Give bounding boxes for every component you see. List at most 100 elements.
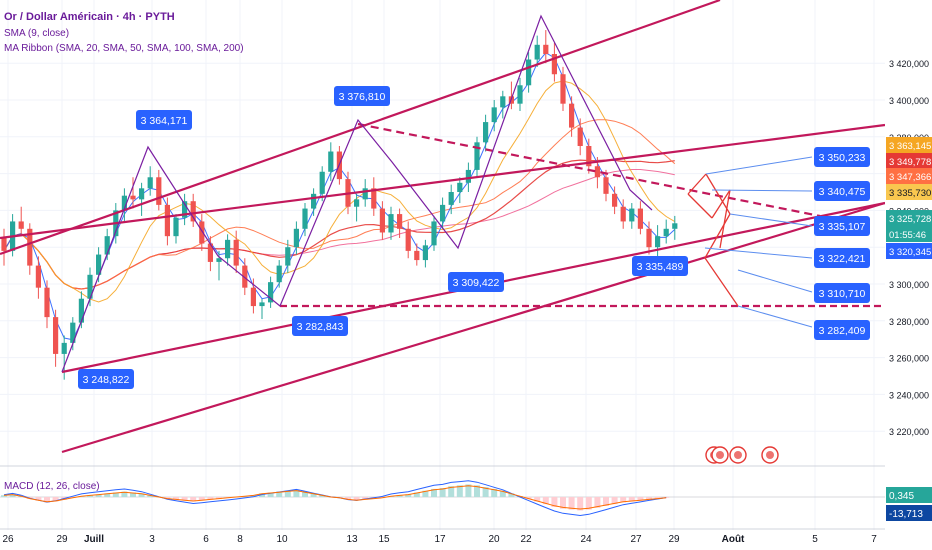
price-tick-label: 3 300,000 — [889, 280, 929, 290]
price-callout: 3 364,171 — [136, 110, 192, 130]
price-callout: 3 309,422 — [448, 272, 504, 292]
candle-body — [620, 206, 626, 222]
macd-legend[interactable]: MACD (12, 26, close) — [4, 481, 100, 492]
candle-body — [164, 204, 170, 237]
price-axis[interactable]: 3 220,000 3 240,000 3 260,000 3 280,000 3 30… — [885, 0, 932, 550]
macd-histogram-bar — [250, 495, 257, 497]
symbol-title: Or / Dollar Américain · 4h · PYTH — [4, 11, 175, 23]
candle-body — [491, 107, 497, 123]
time-axis[interactable]: 26 29 Juill 3 6 8 10 13 15 17 20 22 24 27 29 Août 5 7 — [0, 528, 885, 545]
macd-histogram-bar — [413, 492, 420, 497]
time-tick-label: 13 — [346, 534, 358, 545]
macd-histogram-bar — [198, 497, 205, 501]
callout-box — [814, 248, 870, 268]
time-tick-label: 26 — [2, 534, 14, 545]
candles[interactable] — [1, 30, 678, 380]
candle-body — [87, 274, 93, 299]
macd-histogram-bar — [35, 497, 42, 501]
candle-body — [268, 282, 274, 303]
price-tag-label: 01:55:46 — [889, 230, 926, 241]
candle-body — [242, 265, 248, 288]
callout-label: 3 322,421 — [819, 253, 866, 265]
time-tick-label: 6 — [203, 534, 209, 545]
grid — [0, 0, 885, 530]
candle-body — [422, 245, 428, 261]
candle-body — [276, 265, 282, 283]
candle-body — [182, 201, 188, 218]
projection-path — [704, 213, 731, 259]
macd-histogram-bar — [422, 490, 429, 497]
callout-label: 3 282,843 — [297, 321, 344, 333]
macd-histogram-bar — [542, 497, 549, 505]
macd-histogram-bar — [276, 491, 283, 497]
callout-box — [814, 181, 870, 201]
callout-label: 3 309,422 — [453, 277, 500, 289]
candle-body — [1, 238, 7, 251]
candle-body — [44, 287, 50, 318]
callout-box — [78, 369, 134, 389]
callout-box — [814, 320, 870, 340]
macd-histogram-bar — [353, 497, 360, 501]
macd-histogram-bar — [396, 495, 403, 497]
price-callout: 3 310,710 — [814, 283, 870, 303]
macd-histogram-bar — [181, 497, 188, 501]
macd-histogram-bar — [345, 497, 351, 500]
time-tick-label: 7 — [871, 534, 877, 545]
macd-histogram-bar — [362, 497, 369, 500]
event-markers[interactable] — [705, 446, 779, 464]
candle-body — [61, 342, 67, 354]
macd-histogram-bar — [603, 497, 609, 506]
price-tag-label: 3 335,730 — [889, 188, 931, 199]
callout-label: 3 376,810 — [339, 91, 386, 103]
macd-histogram-bar — [534, 497, 541, 502]
time-tick-label: Août — [722, 534, 745, 545]
macd-histogram-bar — [637, 497, 644, 501]
candle-body — [96, 254, 102, 275]
macd-histogram-bar — [585, 497, 592, 510]
candle-body — [293, 228, 299, 248]
macd-histogram-bar — [130, 492, 136, 497]
macd-histogram-bar — [173, 497, 179, 500]
price-callout: 3 282,843 — [292, 316, 348, 336]
candle-body — [354, 199, 360, 207]
projection-path — [711, 189, 731, 219]
price-tag-label: 3 347,366 — [889, 172, 931, 183]
candle-body — [431, 221, 437, 246]
projection-path — [704, 257, 739, 307]
candle-body — [225, 239, 231, 259]
candle-body — [465, 169, 471, 183]
macd-histogram-bar — [259, 493, 265, 497]
callout-box — [632, 256, 688, 276]
candle-body — [35, 265, 41, 288]
macd-histogram-bar — [594, 497, 601, 508]
price-callout: 3 340,475 — [814, 181, 870, 201]
macd-histogram-bar — [611, 497, 618, 505]
ribbon-legend[interactable]: MA Ribbon (SMA, 20, SMA, 50, SMA, 100, S… — [4, 43, 244, 54]
macd-histogram-bar — [52, 497, 59, 502]
price-callout: 3 282,409 — [814, 320, 870, 340]
callout-label: 3 364,171 — [141, 115, 188, 127]
time-tick-label: 29 — [56, 534, 68, 545]
macd-histogram-bar — [310, 493, 317, 497]
price-tick-label: 3 260,000 — [889, 354, 929, 364]
sma-legend[interactable]: SMA (9, close) — [4, 28, 69, 39]
candle-body — [70, 322, 76, 343]
macd-histogram-bar — [646, 497, 652, 500]
candle-body — [233, 239, 239, 266]
price-tag — [886, 137, 932, 153]
candle-body — [250, 287, 256, 307]
candle-body — [199, 221, 205, 244]
channel-middle-line — [0, 123, 886, 240]
callout-label: 3 282,409 — [819, 325, 866, 337]
projection-path — [687, 173, 707, 195]
candle-body — [397, 214, 403, 229]
zigzag-line — [61, 14, 653, 373]
candle-body — [577, 127, 583, 146]
projection-target-line — [705, 156, 813, 175]
candle-body — [156, 177, 162, 205]
price-callout: 3 335,107 — [814, 216, 870, 236]
macd-histogram-bar — [44, 497, 50, 503]
callout-box — [814, 216, 870, 236]
